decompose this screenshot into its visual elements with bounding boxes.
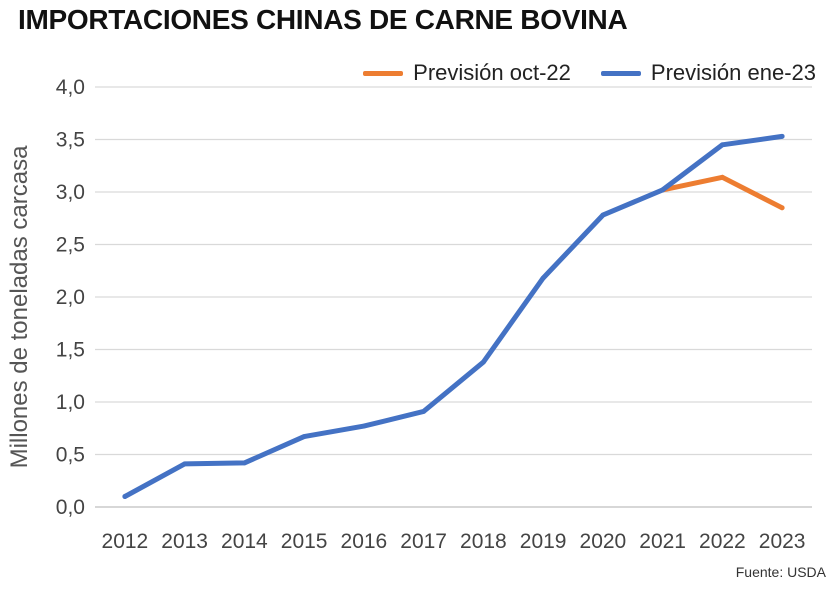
y-tick-label-7: 3,5 xyxy=(56,129,85,152)
x-tick-label-2016: 2016 xyxy=(341,530,388,553)
series-1-point-2014 xyxy=(241,460,247,466)
series-1-point-2016 xyxy=(361,423,367,429)
series-1-point-2021 xyxy=(660,187,666,193)
x-tick-label-2020: 2020 xyxy=(580,530,627,553)
series-1-point-2020 xyxy=(600,212,606,218)
y-tick-label-0: 0,0 xyxy=(56,496,85,519)
legend-swatch-oct22 xyxy=(363,70,404,76)
series-1-point-2023 xyxy=(779,133,785,139)
series-line-1 xyxy=(122,133,785,499)
y-axis-label: Millones de toneladas carcasa xyxy=(6,145,33,469)
legend-item-oct22: Previsión oct-22 xyxy=(363,60,571,86)
series-0-point-2022 xyxy=(719,174,725,180)
x-tick-label-2017: 2017 xyxy=(400,530,447,553)
legend-label-ene23: Previsión ene-23 xyxy=(650,60,816,85)
x-tick-label-2021: 2021 xyxy=(639,530,686,553)
legend: Previsión oct-22 Previsión ene-23 xyxy=(363,60,816,86)
x-tick-label-2023: 2023 xyxy=(759,530,806,553)
series-1-point-2012 xyxy=(122,494,128,499)
series-0-point-2023 xyxy=(779,205,785,211)
series-1-point-2015 xyxy=(301,434,307,440)
y-tick-label-1: 0,5 xyxy=(56,444,85,467)
x-tick-label-2014: 2014 xyxy=(221,530,268,553)
x-tick-label-2015: 2015 xyxy=(281,530,328,553)
x-tick-label-2012: 2012 xyxy=(102,530,149,553)
y-tick-label-3: 1,5 xyxy=(56,339,85,362)
y-tick-label-8: 4,0 xyxy=(56,76,85,99)
x-tick-label-2018: 2018 xyxy=(460,530,507,553)
x-tick-label-2022: 2022 xyxy=(699,530,746,553)
y-tick-label-6: 3,0 xyxy=(56,181,85,204)
y-tick-label-2: 1,0 xyxy=(56,391,85,414)
series-1-point-2013 xyxy=(182,461,188,467)
chart-title: IMPORTACIONES CHINAS DE CARNE BOVINA xyxy=(18,4,628,35)
series-1-point-2019 xyxy=(540,275,546,281)
legend-label-oct22: Previsión oct-22 xyxy=(413,60,571,85)
source-note: Fuente: USDA xyxy=(735,564,826,580)
series-1-point-2018 xyxy=(480,359,486,365)
y-tick-label-5: 2,5 xyxy=(56,234,85,257)
x-tick-label-2019: 2019 xyxy=(520,530,567,553)
series-1-point-2017 xyxy=(421,409,427,414)
x-tick-label-2013: 2013 xyxy=(161,530,208,553)
series-1-point-2022 xyxy=(719,142,725,148)
y-tick-label-4: 2,0 xyxy=(56,286,85,309)
legend-swatch-ene23 xyxy=(600,70,641,76)
legend-item-ene23: Previsión ene-23 xyxy=(600,60,816,86)
